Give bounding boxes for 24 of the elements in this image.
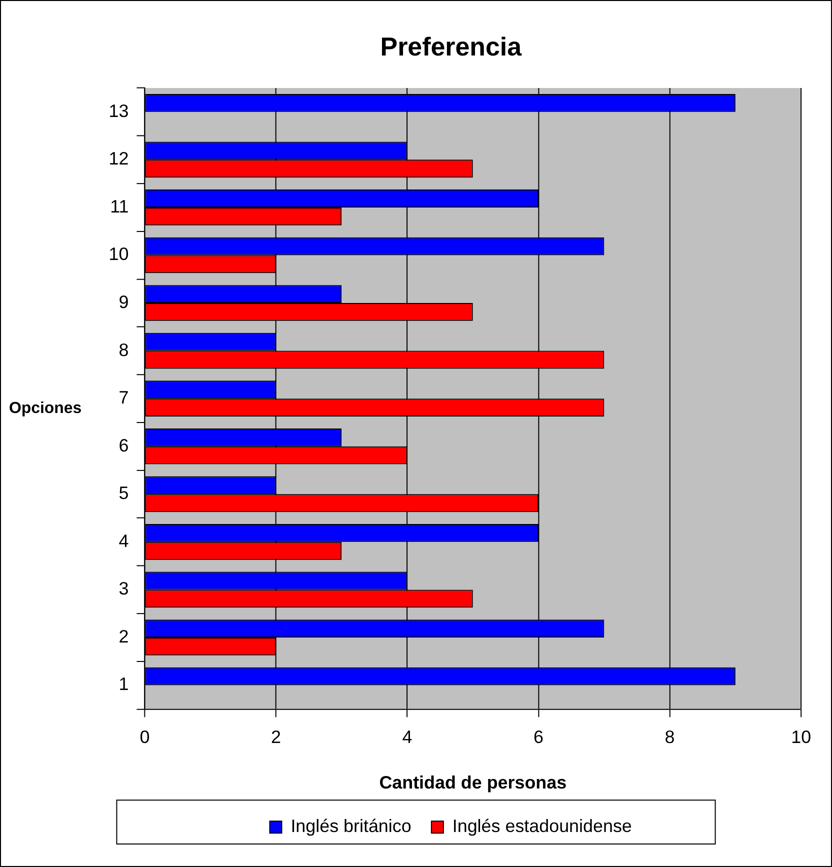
y-tick-label: 12 bbox=[108, 148, 129, 169]
x-tick-label: 8 bbox=[664, 726, 675, 747]
y-tick-label: 2 bbox=[118, 626, 129, 646]
x-tick-label: 4 bbox=[402, 726, 412, 747]
x-tick-label: 0 bbox=[140, 726, 150, 747]
x-tick-label: 10 bbox=[791, 726, 812, 747]
y-tick-label: 7 bbox=[118, 388, 129, 408]
y-tick-label: 4 bbox=[118, 530, 129, 551]
legend-label: Inglés británico bbox=[290, 816, 412, 836]
y-tick-label: 8 bbox=[118, 340, 129, 360]
y-tick-label: 5 bbox=[118, 483, 129, 504]
chart-title: Preferencia bbox=[380, 34, 522, 62]
y-tick-label: 13 bbox=[108, 100, 129, 121]
y-tick-label: 10 bbox=[108, 244, 129, 264]
y-tick-label: 1 bbox=[118, 674, 129, 694]
y-tick-label: 9 bbox=[118, 292, 129, 312]
y-axis-title: Opciones bbox=[8, 400, 82, 417]
x-tick-label: 6 bbox=[534, 726, 544, 747]
x-tick-label: 2 bbox=[270, 726, 281, 747]
x-axis-title: Cantidad de personas bbox=[379, 772, 567, 792]
legend-label: Inglés estadounidense bbox=[452, 816, 632, 836]
y-tick-label: 11 bbox=[110, 196, 129, 216]
y-tick-label: 3 bbox=[118, 578, 129, 599]
y-tick-label: 6 bbox=[118, 435, 129, 456]
